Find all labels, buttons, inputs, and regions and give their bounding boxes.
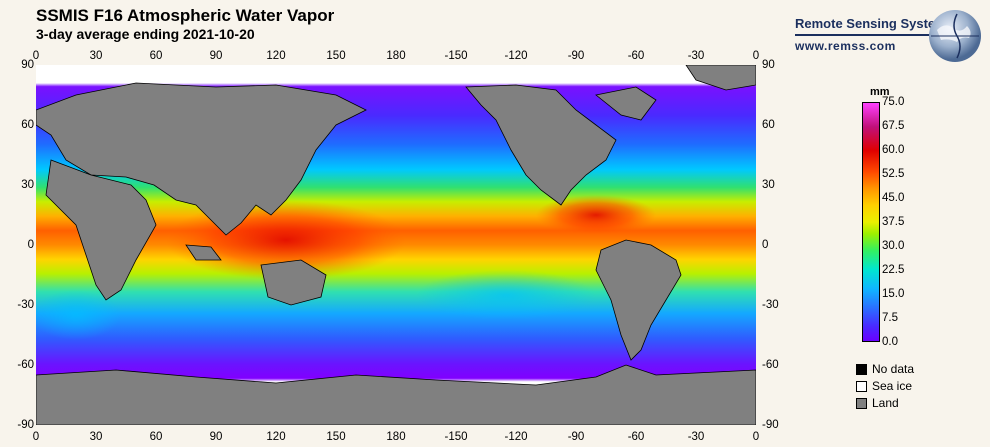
land-swatch	[856, 397, 867, 409]
lat-tick-label: 90	[21, 59, 34, 71]
colorbar-tick: 30.0	[882, 240, 905, 252]
lon-tick-label: 180	[386, 431, 406, 443]
lat-tick-label: -60	[762, 359, 779, 371]
legend-no-data: No data	[856, 362, 914, 376]
lat-tick-label: -30	[17, 299, 34, 311]
no-data-swatch	[856, 363, 867, 375]
colorbar-unit: mm	[870, 86, 890, 98]
colorbar-tick: 7.5	[882, 312, 898, 324]
lon-tick-label: -150	[444, 431, 468, 443]
lon-tick-label: -30	[687, 431, 705, 443]
colorbar	[862, 102, 880, 342]
lon-tick-label: 60	[149, 50, 163, 62]
colorbar-tick: 52.5	[882, 168, 905, 180]
legend-label: Sea ice	[872, 379, 913, 393]
brand-name: Remote Sensing Systems	[795, 16, 954, 31]
colorbar-tick: 67.5	[882, 120, 905, 132]
lon-tick-label: 150	[326, 431, 346, 443]
land-masses	[36, 65, 756, 425]
lat-tick-label: 0	[762, 239, 769, 251]
lon-tick-label: 120	[266, 50, 286, 62]
lon-tick-label: -60	[627, 431, 645, 443]
lat-tick-label: -90	[762, 419, 779, 431]
map-title: SSMIS F16 Atmospheric Water Vapor	[36, 6, 335, 25]
lon-tick-label: -90	[567, 50, 585, 62]
lon-tick-label: -30	[687, 50, 705, 62]
lon-tick-label: 0	[32, 50, 40, 62]
sea-ice-swatch	[856, 380, 867, 392]
legend-label: No data	[872, 362, 915, 376]
lat-tick-label: 0	[27, 239, 34, 251]
lat-tick-label: 60	[21, 119, 34, 131]
colorbar-tick: 60.0	[882, 144, 905, 156]
lon-tick-label: 0	[32, 431, 40, 443]
lon-tick-label: 60	[149, 431, 163, 443]
colorbar-tick: 45.0	[882, 192, 905, 204]
lon-tick-label: -150	[444, 50, 468, 62]
legend-land: Land	[856, 396, 899, 410]
legend-label: Land	[872, 396, 899, 410]
lat-tick-label: -60	[17, 359, 34, 371]
lat-tick-label: 30	[21, 179, 34, 191]
lon-tick-label: 90	[209, 50, 223, 62]
colorbar-tick: 15.0	[882, 288, 905, 300]
lon-tick-label: 120	[266, 431, 286, 443]
lon-tick-label: -60	[627, 50, 645, 62]
lon-tick-label: 180	[386, 50, 406, 62]
lon-tick-label: 90	[209, 431, 223, 443]
lat-tick-label: 60	[762, 119, 775, 131]
lon-tick-label: 0	[752, 50, 760, 62]
lon-tick-label: -90	[567, 431, 585, 443]
brand-divider	[795, 34, 950, 36]
map-subtitle: 3-day average ending 2021-10-20	[36, 26, 255, 42]
lon-tick-label: 0	[752, 431, 760, 443]
rss-brand[interactable]: Remote Sensing Systems www.remss.com	[795, 16, 965, 53]
lon-tick-label: 30	[89, 50, 103, 62]
colorbar-tick: 75.0	[882, 96, 905, 108]
lat-tick-label: 30	[762, 179, 775, 191]
water-vapor-map[interactable]	[36, 65, 756, 425]
lat-tick-label: -90	[17, 419, 34, 431]
brand-url: www.remss.com	[795, 39, 896, 53]
lon-tick-label: -120	[504, 50, 528, 62]
lon-tick-label: 30	[89, 431, 103, 443]
lat-tick-label: -30	[762, 299, 779, 311]
legend-sea-ice: Sea ice	[856, 379, 912, 393]
lon-tick-label: -120	[504, 431, 528, 443]
colorbar-tick: 22.5	[882, 264, 905, 276]
lon-tick-label: 150	[326, 50, 346, 62]
lat-tick-label: 90	[762, 59, 775, 71]
globe-logo-icon	[929, 10, 981, 62]
colorbar-tick: 0.0	[882, 336, 898, 348]
colorbar-tick: 37.5	[882, 216, 905, 228]
